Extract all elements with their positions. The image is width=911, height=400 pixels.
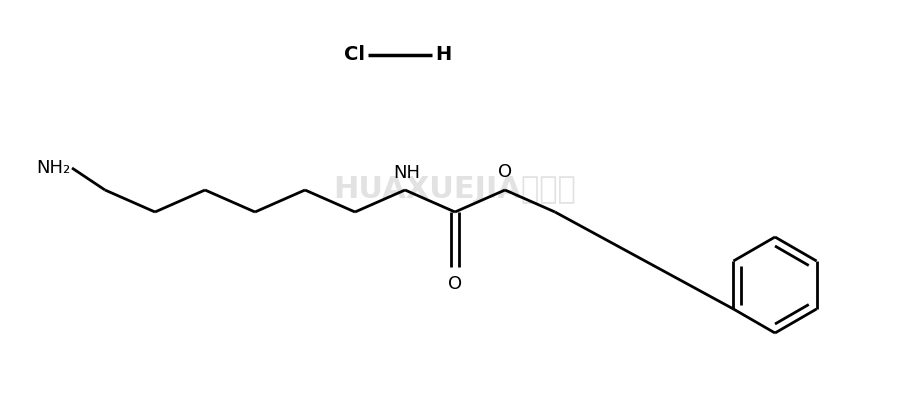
Text: NH: NH bbox=[394, 164, 421, 182]
Text: NH₂: NH₂ bbox=[36, 159, 70, 177]
Text: HUAXUEJIA化学站: HUAXUEJIA化学站 bbox=[333, 176, 577, 204]
Text: O: O bbox=[448, 275, 462, 293]
Text: H: H bbox=[435, 46, 451, 64]
Text: O: O bbox=[498, 163, 512, 181]
Text: Cl: Cl bbox=[344, 46, 365, 64]
